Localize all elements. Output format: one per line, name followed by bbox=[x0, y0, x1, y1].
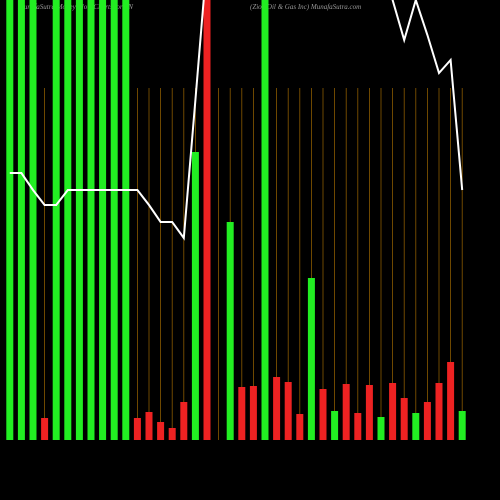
bar bbox=[273, 377, 281, 440]
bar bbox=[203, 0, 211, 440]
chart-title: MunafaSutra Money Flow Charts for ZN bbox=[17, 3, 133, 11]
bar bbox=[6, 0, 14, 440]
bar bbox=[377, 417, 385, 440]
bar bbox=[331, 411, 339, 440]
bar bbox=[41, 418, 49, 440]
bar bbox=[52, 0, 60, 440]
bar bbox=[29, 0, 37, 440]
chart-subtitle: (Zion Oil & Gas Inc) MunafaSutra.com bbox=[250, 3, 361, 11]
bar bbox=[87, 0, 95, 440]
bar bbox=[122, 0, 130, 440]
bar bbox=[168, 428, 176, 440]
bar bbox=[75, 0, 83, 440]
bar bbox=[238, 387, 246, 440]
bar bbox=[435, 383, 443, 440]
bar bbox=[365, 385, 373, 440]
bar bbox=[110, 0, 118, 440]
bar bbox=[307, 278, 315, 440]
bar bbox=[145, 412, 153, 440]
bar bbox=[389, 383, 397, 440]
bar bbox=[226, 222, 234, 440]
bar bbox=[412, 413, 420, 440]
bar bbox=[447, 362, 455, 440]
plot-area bbox=[6, 0, 466, 440]
bar bbox=[423, 402, 431, 440]
bar bbox=[296, 414, 304, 440]
price-line bbox=[9, 0, 464, 241]
bar bbox=[133, 418, 141, 440]
bar bbox=[458, 411, 466, 440]
bar bbox=[17, 0, 25, 440]
bar bbox=[180, 402, 188, 440]
bar bbox=[157, 422, 165, 440]
bar bbox=[342, 384, 350, 440]
bar bbox=[284, 382, 292, 440]
bar bbox=[249, 386, 257, 440]
bar bbox=[354, 413, 362, 440]
bar bbox=[99, 0, 107, 440]
bar bbox=[400, 398, 408, 440]
bar bbox=[64, 0, 72, 440]
bar bbox=[191, 152, 199, 440]
bar bbox=[261, 0, 269, 440]
bar bbox=[319, 389, 327, 440]
